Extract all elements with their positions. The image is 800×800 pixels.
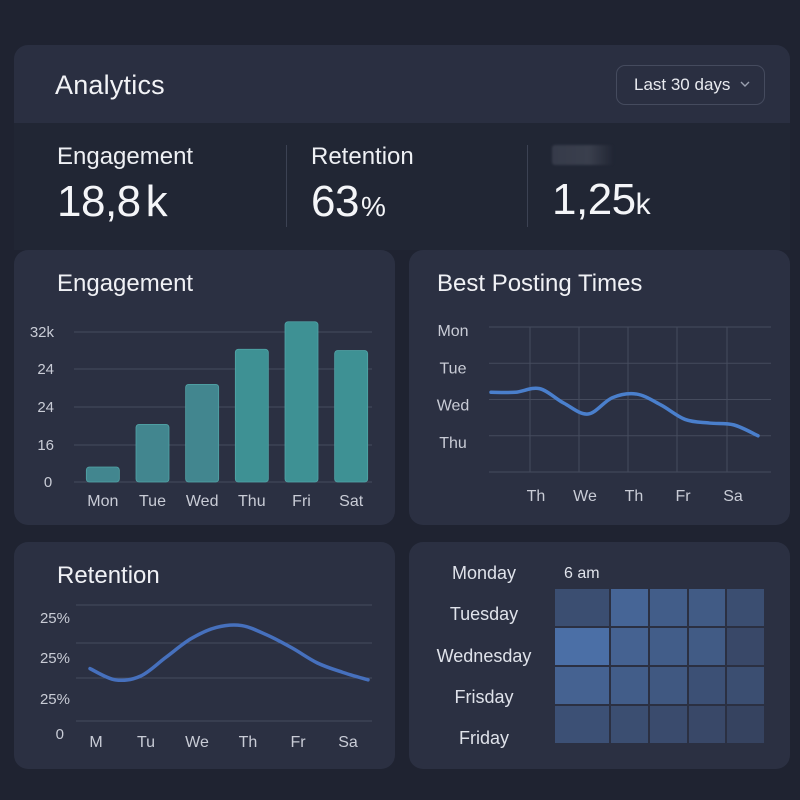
card-title: Engagement — [57, 270, 194, 297]
heatmap-cell — [611, 667, 648, 704]
row-label: Frisday — [454, 687, 513, 707]
heatmap-cell — [689, 589, 725, 626]
best-posting-times-card: Best Posting Times Th We Th Fr Sa Mon Tue Wed Th… — [409, 250, 790, 525]
heatmap-cell — [689, 628, 725, 665]
kpi-label: Engagement — [57, 143, 194, 170]
y-tick-label: 25% — [40, 610, 70, 627]
x-tick-label: Th — [527, 488, 546, 505]
bar — [234, 348, 269, 483]
retention-line-chart: 0 25% 25% 25% M Tu We Th Fr Sa — [40, 604, 372, 751]
kpi-number: 1,25 — [552, 175, 636, 224]
x-tick-label: Sat — [339, 493, 364, 510]
heatmap-cell — [727, 706, 764, 743]
kpi-value: 18,8 k — [57, 177, 193, 227]
x-tick-label: Fr — [290, 734, 306, 751]
page-title: Analytics — [55, 70, 165, 100]
date-range-value: Last 30 days — [634, 75, 731, 94]
heatmap-cell — [689, 667, 725, 704]
x-tick-label: Sa — [338, 734, 358, 751]
y-tick-label: 24 — [37, 361, 54, 378]
heatmap-cell — [689, 706, 725, 743]
heatmap-cell — [727, 589, 764, 626]
card-title: Best Posting Times — [437, 270, 643, 297]
kpi-third: 1,25k — [552, 143, 651, 225]
posting-heatmap-card: Monday Tuesday Wednesday Frisday Friday 6 am — [409, 542, 790, 769]
kpi-engagement: Engagement 18,8 k — [57, 143, 193, 227]
x-tick-label: Tue — [139, 493, 166, 510]
x-tick-label: Fr — [675, 488, 691, 505]
column-label: 6 am — [564, 565, 600, 582]
bar — [334, 350, 369, 483]
y-tick-label: 25% — [40, 691, 70, 708]
heatmap-cell — [650, 667, 687, 704]
x-tick-label: M — [89, 734, 102, 751]
row-label: Monday — [452, 563, 516, 583]
x-tick-label: Tu — [137, 734, 155, 751]
posting-heatmap: Monday Tuesday Wednesday Frisday Friday 6 am — [437, 563, 764, 748]
y-tick-label: 0 — [44, 474, 52, 491]
card-title: Retention — [57, 562, 160, 589]
kpi-retention: Retention 63% — [311, 143, 414, 227]
x-tick-label: Th — [625, 488, 644, 505]
x-tick-label: Sa — [723, 488, 743, 505]
row-label: Friday — [459, 728, 509, 748]
heatmap-cell — [555, 667, 609, 704]
x-tick-label: We — [573, 488, 597, 505]
kpi-row: Engagement 18,8 k Retention 63% 1,25k — [14, 123, 790, 248]
kpi-label-obscured — [552, 145, 614, 165]
heatmap-cell — [611, 589, 648, 626]
y-tick-label: Wed — [437, 398, 470, 415]
bar — [284, 321, 319, 483]
retention-card: Retention 0 25% 25% 25% M Tu We Th Fr Sa — [14, 542, 395, 769]
y-tick-label: 24 — [37, 399, 54, 416]
kpi-unit: k — [635, 188, 651, 221]
date-range-select[interactable]: Last 30 days — [616, 65, 765, 105]
heatmap-cell — [555, 589, 609, 626]
kpi-divider — [286, 145, 287, 227]
y-tick-label: Mon — [437, 323, 468, 340]
heatmap-cell — [611, 628, 648, 665]
heatmap-cell — [727, 667, 764, 704]
kpi-label: Retention — [311, 143, 414, 170]
x-tick-label: Fri — [292, 493, 311, 510]
heatmap-cell — [555, 628, 609, 665]
kpi-unit: k — [145, 177, 168, 226]
y-tick-label: 32k — [30, 324, 55, 341]
y-tick-label: 25% — [40, 650, 70, 667]
y-tick-label: 16 — [37, 437, 54, 454]
kpi-unit: % — [360, 191, 386, 222]
best-posting-times-chart: Th We Th Fr Sa Mon Tue Wed Thu — [437, 323, 771, 505]
kpi-divider — [527, 145, 528, 227]
row-label: Wednesday — [437, 646, 532, 666]
heatmap-cell — [650, 628, 687, 665]
heatmap-cell — [611, 706, 648, 743]
heatmap-cell — [555, 706, 609, 743]
heatmap-cell — [650, 589, 687, 626]
engagement-bar-chart: 0 16 24 24 32k Mon Tue Wed Thu Fri Sat — [30, 321, 372, 510]
kpi-number: 18,8 — [57, 177, 141, 226]
bar — [85, 466, 120, 483]
y-tick-label: Tue — [440, 360, 467, 377]
kpi-number: 63 — [311, 177, 359, 226]
x-tick-label: Thu — [238, 493, 266, 510]
kpi-value: 1,25k — [552, 175, 651, 225]
y-tick-label: Thu — [439, 435, 467, 452]
engagement-card: Engagement 0 16 24 24 32k Mon Tue Wed Thu Fri Sat — [14, 250, 395, 525]
series-line — [489, 386, 760, 438]
x-tick-label: We — [185, 734, 209, 751]
heatmap-cell — [650, 706, 687, 743]
x-tick-label: Mon — [87, 493, 118, 510]
row-label: Tuesday — [450, 604, 518, 624]
bar — [135, 424, 170, 483]
x-tick-label: Wed — [186, 493, 219, 510]
heatmap-cell — [727, 628, 764, 665]
bar — [185, 383, 220, 483]
series-line — [88, 623, 370, 683]
x-tick-label: Th — [239, 734, 258, 751]
y-tick-label: 0 — [56, 726, 64, 743]
chevron-down-icon — [740, 81, 750, 87]
kpi-value: 63% — [311, 177, 414, 227]
